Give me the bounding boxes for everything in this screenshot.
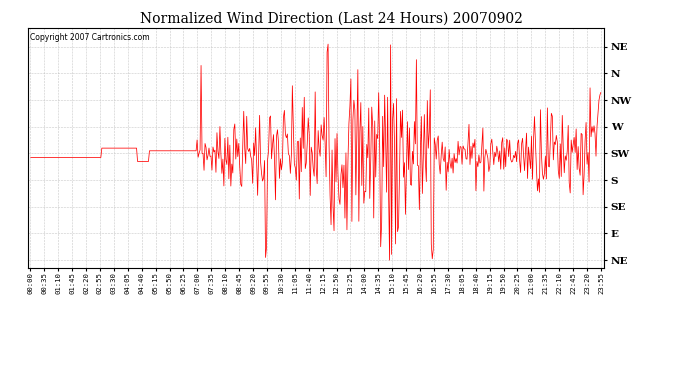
Text: Normalized Wind Direction (Last 24 Hours) 20070902: Normalized Wind Direction (Last 24 Hours… xyxy=(140,11,522,25)
Text: Copyright 2007 Cartronics.com: Copyright 2007 Cartronics.com xyxy=(30,33,150,42)
